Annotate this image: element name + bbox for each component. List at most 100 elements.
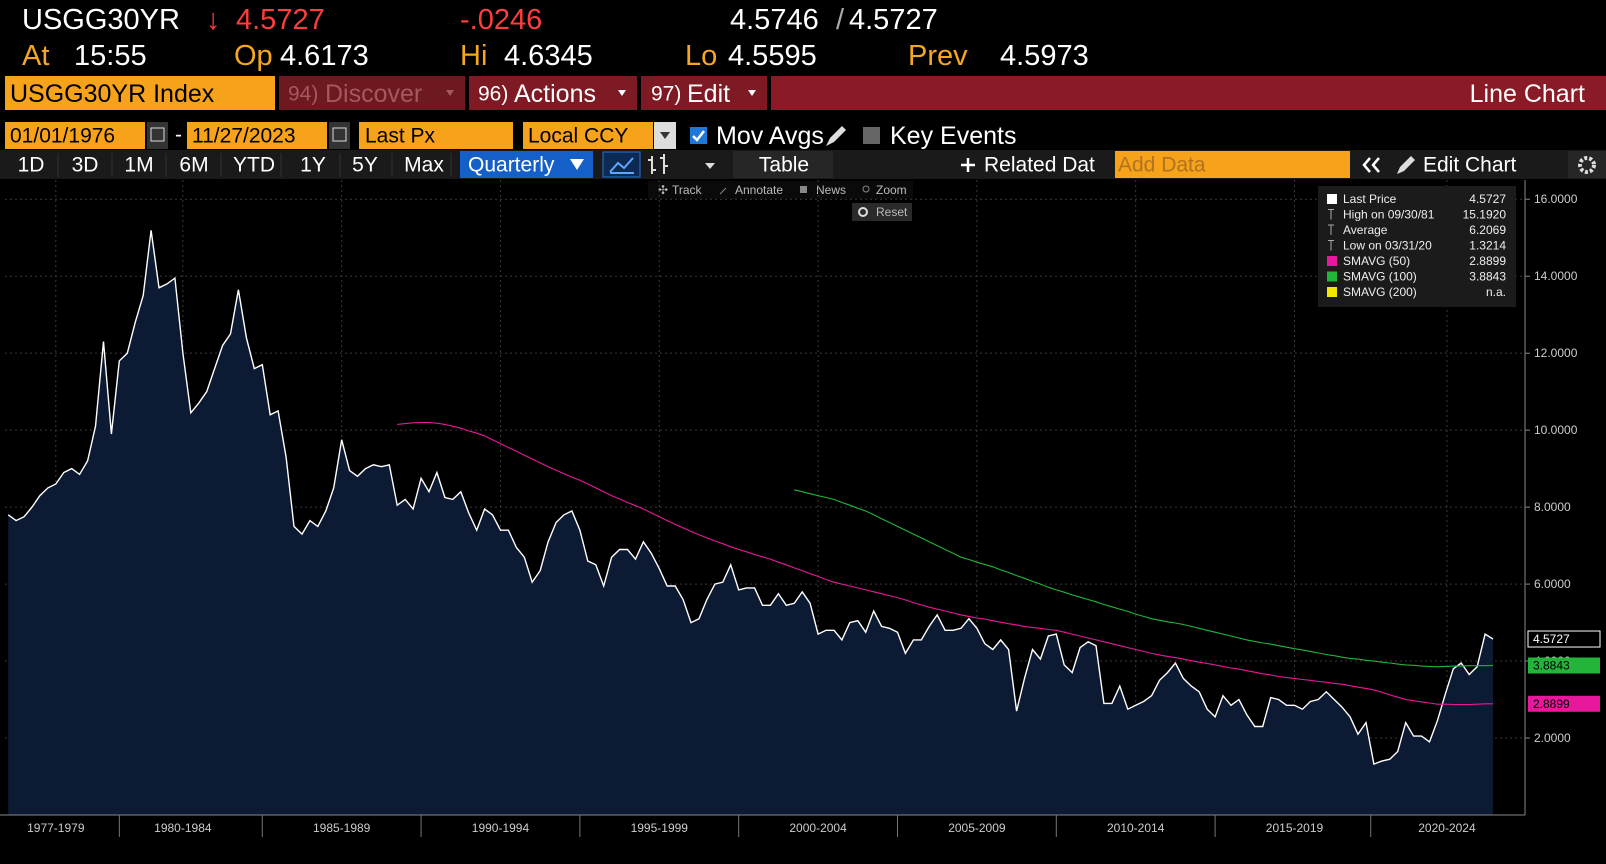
field-select[interactable] [359, 122, 513, 149]
dropdown-arrow [660, 132, 670, 139]
option-label: Key Events [890, 122, 1016, 150]
legend-label: Low on 03/31/20 [1343, 239, 1432, 253]
menu-label: Actions [514, 80, 596, 108]
y-tick-label: 10.0000 [1534, 423, 1578, 437]
tool[interactable]: Track [672, 183, 703, 197]
last-price: 4.5727 [236, 4, 325, 36]
value-flag [1528, 657, 1600, 674]
y-tick-label: 12.0000 [1534, 346, 1578, 360]
net-change: -.0246 [460, 4, 542, 36]
area-fill [8, 230, 1494, 816]
view-title: Line Chart [1470, 80, 1585, 108]
x-tick-label: 1977-1979 [27, 821, 85, 835]
reset-icon [858, 207, 868, 217]
bid-ask-separator: / [836, 4, 845, 36]
legend-value: 2.8899 [1469, 254, 1506, 268]
currency-select[interactable] [523, 122, 653, 149]
range-tab[interactable]: 5Y [352, 154, 378, 177]
range-tab[interactable]: 1Y [300, 154, 326, 177]
table-button[interactable] [733, 151, 833, 178]
legend-label: Average [1343, 223, 1388, 237]
edit-chart[interactable]: Edit Chart [1423, 154, 1517, 177]
add-data-input[interactable] [1115, 151, 1350, 178]
bar-icon[interactable] [648, 154, 668, 174]
tool-icon [719, 187, 727, 195]
tool[interactable]: News [816, 183, 846, 197]
currency: Local CCY [528, 125, 628, 148]
range-tab[interactable]: 1M [124, 154, 153, 177]
range-tab[interactable]: 3D [72, 154, 99, 177]
x-tick-label: 2010-2014 [1107, 821, 1165, 835]
x-tick-label: 1990-1994 [472, 821, 530, 835]
checkbox[interactable] [863, 127, 880, 144]
range-tab[interactable]: 6M [179, 154, 208, 177]
menu-label: Discover [325, 80, 422, 108]
end-date[interactable] [187, 122, 327, 149]
legend-swatch [1327, 287, 1337, 297]
x-tick-label: 2020-2024 [1418, 821, 1476, 835]
ask: 4.5727 [849, 4, 938, 36]
related[interactable]: Related Dat [984, 154, 1095, 177]
start-date[interactable] [5, 122, 145, 149]
legend-label: SMAVG (100) [1343, 270, 1417, 284]
tool[interactable]: Zoom [876, 183, 907, 197]
legend-swatch [1327, 256, 1337, 266]
value-flag [1527, 630, 1601, 648]
legend-value: 6.2069 [1469, 223, 1506, 237]
legend-value: 1.3214 [1469, 239, 1506, 253]
calendar-icon[interactable] [147, 122, 168, 149]
x-tick-label: 2015-2019 [1266, 821, 1324, 835]
legend-value: 15.1920 [1463, 208, 1507, 222]
range-tab[interactable]: Max [404, 154, 444, 177]
series-line [7, 230, 1494, 766]
calendar-icon[interactable] [329, 122, 350, 149]
bid: 4.5746 [730, 4, 819, 36]
x-tick-label: 1995-1999 [631, 821, 689, 835]
range-tab[interactable]: 1D [18, 154, 45, 177]
collapse-icon[interactable] [1362, 157, 1380, 173]
menu-discover[interactable] [279, 76, 465, 110]
end-date-text: 11/27/2023 [192, 125, 296, 148]
legend-swatch [1327, 194, 1337, 204]
low: 4.5595 [728, 40, 817, 72]
high-label: Hi [460, 40, 487, 72]
security-box[interactable] [5, 76, 275, 110]
security: USGG30YR Index [10, 80, 215, 108]
open-label: Op [234, 40, 273, 72]
pencil-icon[interactable] [826, 126, 846, 146]
menu-actions[interactable] [469, 76, 637, 110]
y-tick-label: 16.0000 [1534, 192, 1578, 206]
tool-icon [862, 185, 870, 193]
tool-icon: ✣ [658, 183, 668, 197]
legend-swatch [1327, 271, 1337, 282]
chart: 2.00004.00006.00008.000010.000012.000014… [0, 180, 1606, 843]
field: Last Px [365, 125, 436, 148]
y-tick-label: 14.0000 [1534, 269, 1578, 283]
x-axis-bar [0, 815, 1606, 843]
pencil-icon [1397, 156, 1415, 174]
menu-num: 96) [478, 83, 508, 106]
legend-label: SMAVG (200) [1343, 285, 1417, 299]
menu-edit[interactable] [641, 76, 767, 110]
value-flag-label: 2.8899 [1533, 697, 1570, 711]
dropdown-arrow [748, 90, 756, 96]
range-tab[interactable]: YTD [233, 154, 275, 177]
frequency-select[interactable] [460, 151, 593, 178]
y-tick-label: 8.0000 [1534, 500, 1571, 514]
legend-label: SMAVG (50) [1343, 254, 1410, 268]
y-tick-label: 2.0000 [1534, 731, 1571, 745]
x-tick-label: 1980-1984 [154, 821, 212, 835]
reset-button[interactable] [852, 203, 912, 221]
high: 4.6345 [504, 40, 593, 72]
tool[interactable]: Annotate [735, 183, 783, 197]
add-data-placeholder: Add Data [1118, 154, 1206, 177]
checkbox-checked[interactable] [690, 127, 707, 144]
legend-value: 3.8843 [1469, 270, 1506, 284]
direction: ↓ [206, 4, 221, 36]
calendar-glyph [332, 127, 347, 142]
dropdown-arrow[interactable] [705, 163, 715, 169]
line-icon [609, 157, 634, 174]
dropdown-arrow [446, 90, 454, 96]
gear-icon [1578, 156, 1596, 174]
